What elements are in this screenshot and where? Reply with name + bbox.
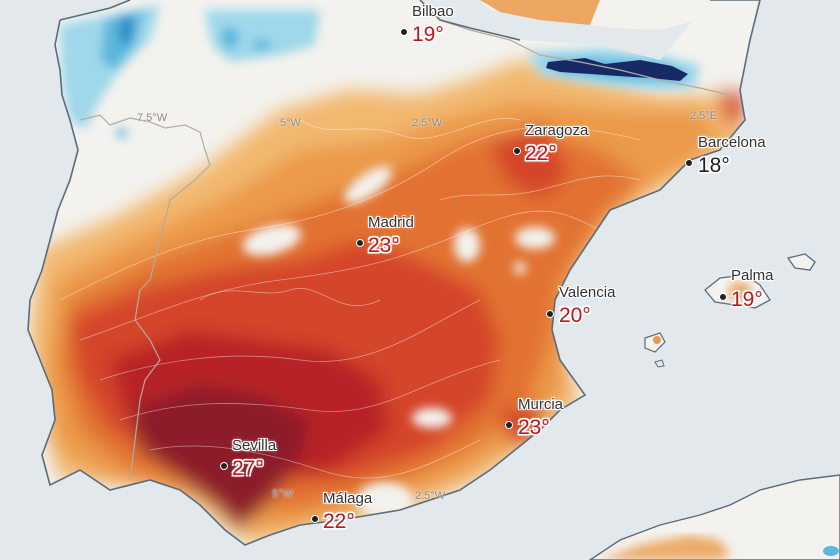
graticule-label: 2.5°E [690, 110, 718, 122]
city-temperature: 18° [698, 154, 730, 177]
city-name: Madrid [368, 214, 414, 231]
ibiza-warm [653, 336, 661, 344]
city-temperature: 19° [731, 288, 763, 311]
africa-cool [823, 546, 839, 556]
africa-warm [600, 535, 730, 560]
city-dot-icon [356, 239, 364, 247]
city-dot-icon [685, 159, 693, 167]
city-name: Sevilla [232, 437, 277, 454]
graticule-label: 2.5°W [412, 117, 443, 129]
graticule-label: 5°W [280, 117, 301, 129]
city-name: Bilbao [412, 3, 454, 20]
city-dot-icon [311, 515, 319, 523]
graticule-label: 7.5°W [137, 112, 168, 124]
city-name: Palma [731, 267, 774, 284]
city-name: Murcia [518, 396, 564, 413]
city-temperature: 20° [559, 304, 591, 327]
city-dot-icon [719, 293, 727, 301]
city-temperature: 22° [525, 142, 557, 165]
north-africa-land [588, 474, 840, 560]
island-menorca [786, 253, 816, 271]
city-dot-icon [400, 28, 408, 36]
coastline [27, 0, 761, 546]
mallorca-warm [728, 282, 752, 302]
city-temperature: 19° [412, 23, 444, 46]
borders [79, 19, 731, 481]
city-temperature: 23° [518, 416, 550, 439]
city-name: Zaragoza [525, 122, 589, 139]
city-dot-icon [546, 310, 554, 318]
city-dot-icon [513, 147, 521, 155]
city-name: Barcelona [698, 134, 766, 151]
city-temperature: 27° [232, 457, 264, 480]
graticule-label: 2.5°W [415, 490, 446, 502]
graticule-label: 5°W [272, 488, 293, 500]
city-name: Valencia [559, 284, 616, 301]
contour-lines [59, 118, 641, 479]
city-temperature: 23° [368, 234, 400, 257]
city-dot-icon [220, 462, 228, 470]
france-warm-area [480, 0, 600, 25]
city-temperature: 22° [323, 510, 355, 533]
island-formentera [654, 359, 665, 368]
city-name: Málaga [323, 490, 373, 507]
city-dot-icon [505, 421, 513, 429]
